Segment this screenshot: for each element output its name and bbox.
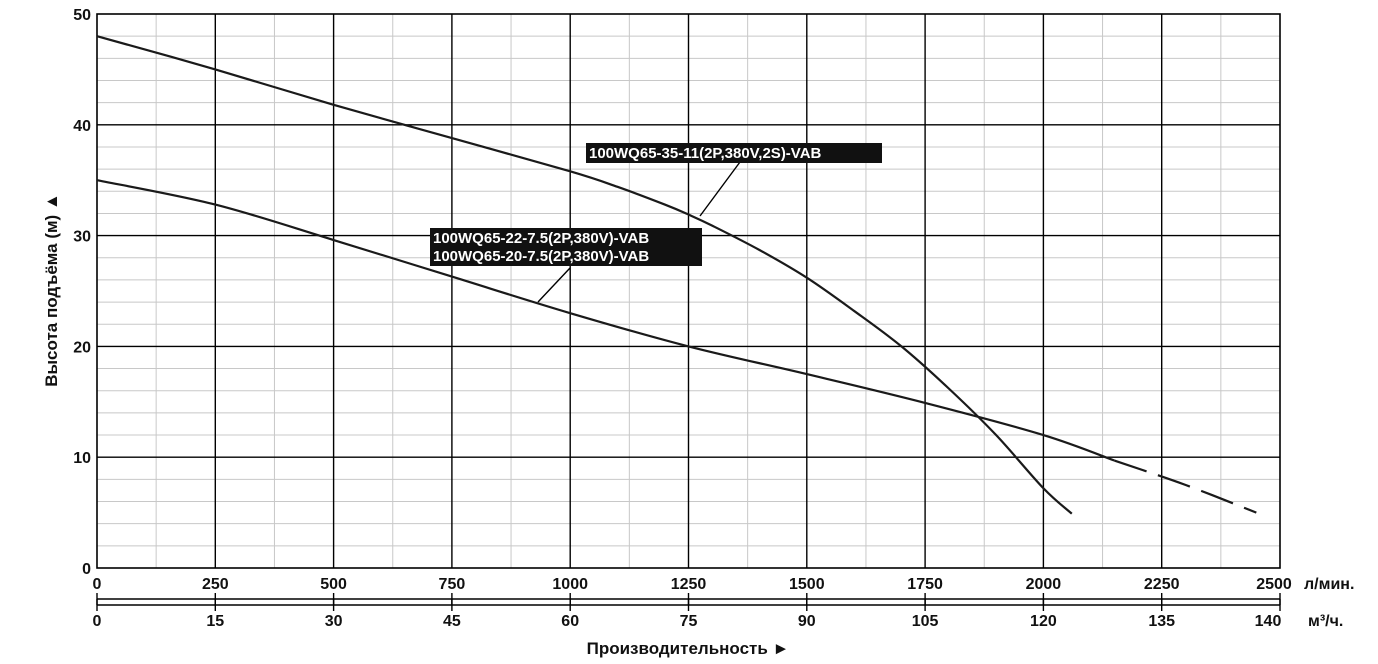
curve-pump22-dashed — [1114, 459, 1257, 514]
curve-label-pump22: 100WQ65-20-7.5(2P,380V)-VAB — [433, 248, 649, 265]
x-tick-label-m3h: 15 — [206, 613, 224, 630]
x-tick-label-lpm: 750 — [439, 576, 466, 593]
x-tick-label-m3h: 0 — [93, 613, 102, 630]
y-tick-label: 50 — [73, 7, 91, 24]
x-tick-label-lpm: 1000 — [552, 576, 588, 593]
performance-curves — [96, 35, 1257, 515]
x-tick-label-lpm: 1250 — [671, 576, 707, 593]
curve-label-pump22: 100WQ65-22-7.5(2P,380V)-VAB — [433, 230, 649, 247]
y-tick-label: 40 — [73, 118, 91, 135]
x-tick-label-m3h: 105 — [912, 613, 939, 630]
x-tick-label-lpm: 500 — [320, 576, 347, 593]
y-axis-ticks: 0 10 20 30 40 50 — [73, 7, 91, 578]
leader-line-pump22 — [537, 267, 571, 303]
x-unit-m3h: м³/ч. — [1308, 613, 1343, 630]
x-tick-label-lpm: 0 — [93, 576, 102, 593]
y-tick-label: 10 — [73, 450, 91, 467]
x-axis-m3h: 0 15 30 45 60 75 90 105 120 135 140 м³/ч. — [93, 599, 1343, 630]
plot-frame — [96, 13, 1281, 569]
x-tick-label-lpm: 2000 — [1026, 576, 1062, 593]
x-tick-label-m3h: 120 — [1030, 613, 1057, 630]
label-leader-lines — [537, 161, 741, 303]
x-tick-label-lpm: 250 — [202, 576, 229, 593]
x-tick-label-m3h: 75 — [680, 613, 698, 630]
curve-pump35 — [96, 35, 1073, 515]
x-tick-label-lpm: 1500 — [789, 576, 825, 593]
leader-line-pump35 — [699, 161, 741, 217]
x-tick-label-m3h: 140 — [1255, 613, 1282, 630]
y-tick-label: 20 — [73, 339, 91, 356]
curve-label-bg-pump35 — [586, 143, 882, 163]
curve-label-bg-pump22 — [430, 228, 702, 266]
curve-labels: 100WQ65-35-11(2P,380V,2S)-VAB 100WQ65-22-… — [430, 143, 882, 266]
x-axis-lpm: 0 250 500 750 1000 1250 1500 1750 2000 2250 2500 л/… — [93, 576, 1354, 605]
x-unit-lpm: л/мин. — [1304, 576, 1354, 593]
x-tick-label-m3h: 135 — [1148, 613, 1175, 630]
y-tick-label: 0 — [82, 561, 91, 578]
curve-pump22-solid — [96, 179, 1115, 462]
x-tick-label-lpm: 1750 — [907, 576, 943, 593]
x-tick-label-lpm: 2500 — [1256, 576, 1292, 593]
curve-label-pump35: 100WQ65-35-11(2P,380V,2S)-VAB — [589, 145, 822, 162]
x-tick-label-m3h: 45 — [443, 613, 461, 630]
x-axis-title: Производительность ► — [587, 639, 790, 658]
y-axis-title: Высота подъёма (м) ▲ — [42, 193, 61, 387]
x-tick-label-lpm: 2250 — [1144, 576, 1180, 593]
x-tick-label-m3h: 90 — [798, 613, 816, 630]
y-tick-label: 30 — [73, 229, 91, 246]
x-tick-label-m3h: 30 — [325, 613, 343, 630]
x-tick-label-m3h: 60 — [561, 613, 579, 630]
